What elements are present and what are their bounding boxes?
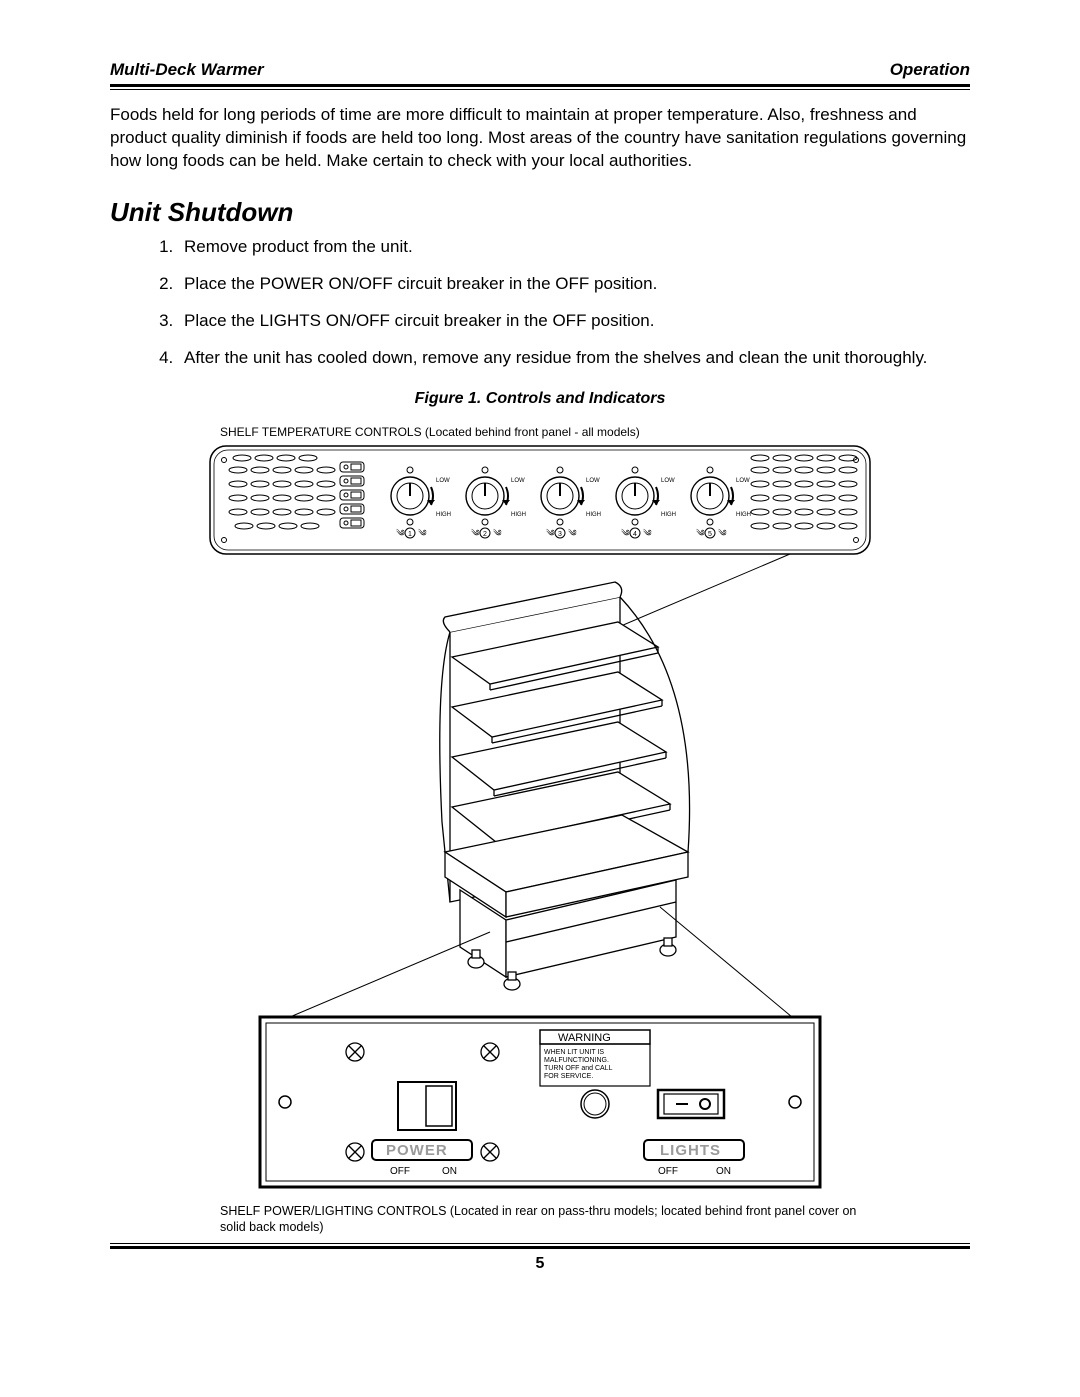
svg-text:2: 2 bbox=[483, 531, 487, 538]
svg-text:༄: ༄ bbox=[418, 528, 427, 538]
svg-text:༄: ༄ bbox=[643, 528, 652, 538]
svg-text:༄: ༄ bbox=[396, 528, 405, 538]
svg-text:HIGH: HIGH bbox=[586, 512, 601, 518]
bottom-control-panel: WARNING WHEN LIT UNIT IS MALFUNCTIONING.… bbox=[260, 1017, 820, 1187]
svg-text:POWER: POWER bbox=[386, 1142, 448, 1159]
svg-text:LOW: LOW bbox=[736, 478, 750, 484]
svg-text:LIGHTS: LIGHTS bbox=[660, 1142, 721, 1159]
svg-text:HIGH: HIGH bbox=[661, 512, 676, 518]
svg-text:HIGH: HIGH bbox=[436, 512, 451, 518]
step-item: Place the LIGHTS ON/OFF circuit breaker … bbox=[178, 310, 970, 333]
page-number: 5 bbox=[110, 1255, 970, 1273]
svg-text:MALFUNCTIONING.: MALFUNCTIONING. bbox=[544, 1057, 609, 1064]
svg-text:༄: ༄ bbox=[493, 528, 502, 538]
figure-caption: Figure 1. Controls and Indicators bbox=[110, 390, 970, 408]
header-rule bbox=[110, 84, 970, 90]
step-item: Place the POWER ON/OFF circuit breaker i… bbox=[178, 273, 970, 296]
top-panel-label: SHELF TEMPERATURE CONTROLS (Located behi… bbox=[220, 425, 640, 439]
svg-text:LOW: LOW bbox=[586, 478, 600, 484]
svg-text:LOW: LOW bbox=[511, 478, 525, 484]
page-header: Multi-Deck Warmer Operation bbox=[110, 60, 970, 84]
svg-text:OFF: OFF bbox=[390, 1166, 410, 1177]
svg-text:༄: ༄ bbox=[696, 528, 705, 538]
svg-text:4: 4 bbox=[633, 531, 637, 538]
svg-text:༄: ༄ bbox=[568, 528, 577, 538]
svg-text:LOW: LOW bbox=[661, 478, 675, 484]
svg-text:FOR SERVICE.: FOR SERVICE. bbox=[544, 1073, 593, 1080]
svg-text:5: 5 bbox=[708, 531, 712, 538]
svg-text:ON: ON bbox=[442, 1166, 457, 1177]
svg-text:༄: ༄ bbox=[621, 528, 630, 538]
step-item: After the unit has cooled down, remove a… bbox=[178, 347, 970, 370]
svg-text:TURN OFF and CALL: TURN OFF and CALL bbox=[544, 1065, 613, 1072]
controls-diagram: SHELF TEMPERATURE CONTROLS (Located behi… bbox=[190, 422, 890, 1192]
header-left: Multi-Deck Warmer bbox=[110, 60, 264, 80]
svg-text:HIGH: HIGH bbox=[511, 512, 526, 518]
step-item: Remove product from the unit. bbox=[178, 236, 970, 259]
section-title: Unit Shutdown bbox=[110, 197, 970, 228]
figure: SHELF TEMPERATURE CONTROLS (Located behi… bbox=[110, 422, 970, 1236]
svg-text:HIGH: HIGH bbox=[736, 512, 751, 518]
svg-text:1: 1 bbox=[408, 531, 412, 538]
svg-text:༄: ༄ bbox=[718, 528, 727, 538]
svg-text:WHEN LIT UNIT IS: WHEN LIT UNIT IS bbox=[544, 1049, 604, 1056]
svg-text:3: 3 bbox=[558, 531, 562, 538]
steps-list: Remove product from the unit. Place the … bbox=[110, 236, 970, 370]
svg-text:OFF: OFF bbox=[658, 1166, 678, 1177]
footer-rule bbox=[110, 1243, 970, 1249]
bottom-panel-label: SHELF POWER/LIGHTING CONTROLS (Located i… bbox=[220, 1203, 860, 1236]
intro-paragraph: Foods held for long periods of time are … bbox=[110, 104, 970, 173]
svg-text:LOW: LOW bbox=[436, 478, 450, 484]
top-control-panel: LOW HIGH ༄1༄ LOWHIGH ༄2༄ LOWHIGH ༄3༄ bbox=[210, 446, 870, 554]
svg-text:༄: ༄ bbox=[546, 528, 555, 538]
header-right: Operation bbox=[890, 60, 970, 80]
svg-text:༄: ༄ bbox=[471, 528, 480, 538]
svg-text:ON: ON bbox=[716, 1166, 731, 1177]
svg-text:WARNING: WARNING bbox=[558, 1032, 611, 1044]
warmer-cabinet bbox=[440, 582, 690, 990]
page: Multi-Deck Warmer Operation Foods held f… bbox=[0, 0, 1080, 1397]
